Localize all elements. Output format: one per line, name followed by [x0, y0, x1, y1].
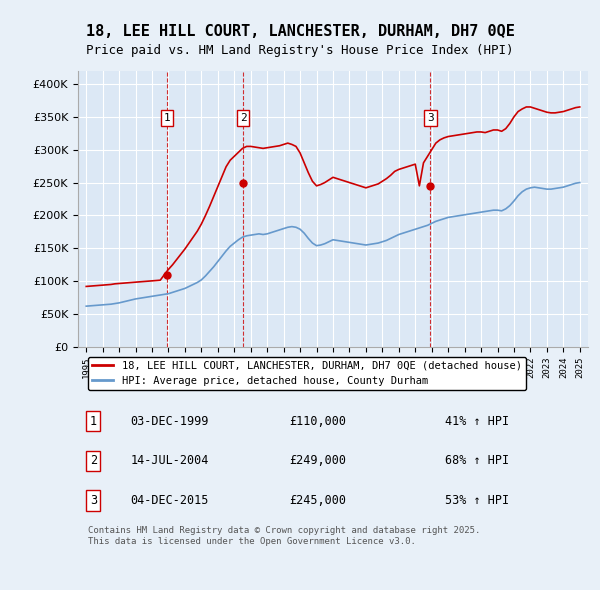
Text: 1: 1	[90, 415, 97, 428]
Text: 2: 2	[90, 454, 97, 467]
Text: 2: 2	[240, 113, 247, 123]
Text: £110,000: £110,000	[289, 415, 346, 428]
Text: 03-DEC-1999: 03-DEC-1999	[131, 415, 209, 428]
Text: Price paid vs. HM Land Registry's House Price Index (HPI): Price paid vs. HM Land Registry's House …	[86, 44, 514, 57]
Text: 14-JUL-2004: 14-JUL-2004	[131, 454, 209, 467]
Text: 18, LEE HILL COURT, LANCHESTER, DURHAM, DH7 0QE: 18, LEE HILL COURT, LANCHESTER, DURHAM, …	[86, 24, 514, 38]
Text: 1: 1	[164, 113, 170, 123]
Legend: 18, LEE HILL COURT, LANCHESTER, DURHAM, DH7 0QE (detached house), HPI: Average p: 18, LEE HILL COURT, LANCHESTER, DURHAM, …	[88, 357, 526, 390]
Text: £245,000: £245,000	[289, 494, 346, 507]
Text: 41% ↑ HPI: 41% ↑ HPI	[445, 415, 509, 428]
Text: 3: 3	[90, 494, 97, 507]
Text: 68% ↑ HPI: 68% ↑ HPI	[445, 454, 509, 467]
Text: Contains HM Land Registry data © Crown copyright and database right 2025.
This d: Contains HM Land Registry data © Crown c…	[88, 526, 481, 546]
Text: 04-DEC-2015: 04-DEC-2015	[131, 494, 209, 507]
Text: £249,000: £249,000	[289, 454, 346, 467]
Text: 53% ↑ HPI: 53% ↑ HPI	[445, 494, 509, 507]
Text: 3: 3	[427, 113, 434, 123]
